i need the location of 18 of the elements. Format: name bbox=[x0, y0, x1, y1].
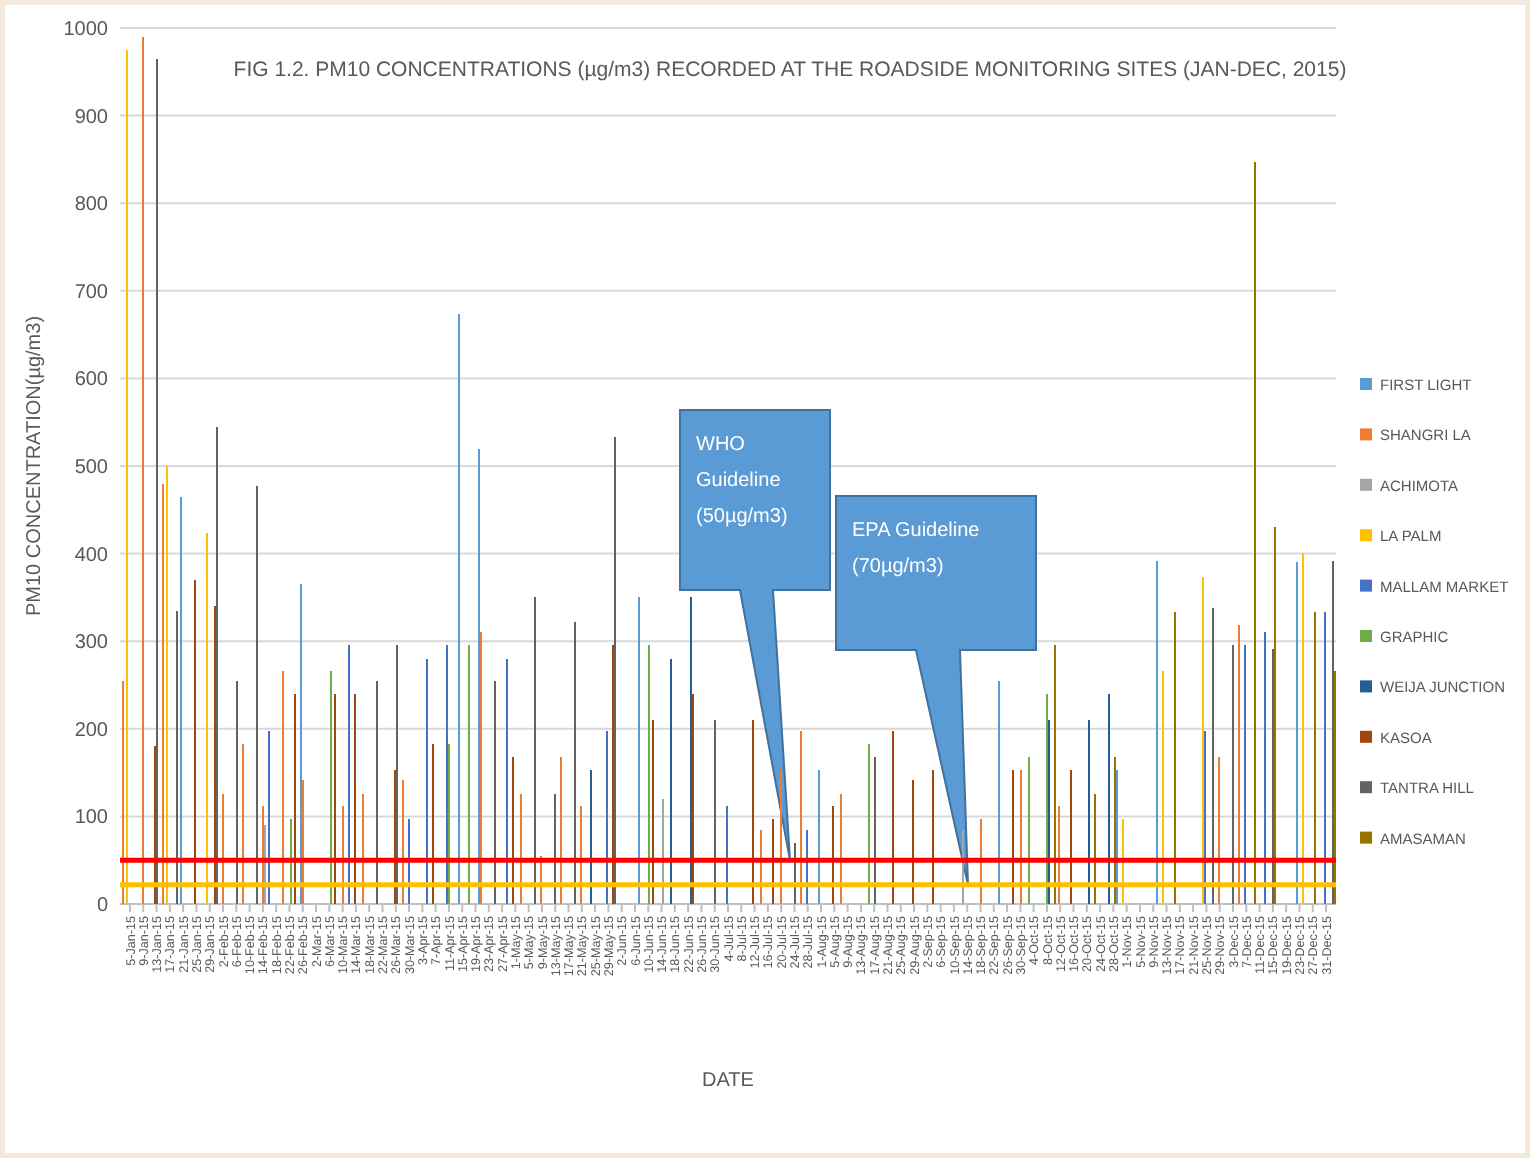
text: FIG 1.2. PM10 CONCENTRATIONS (µg/m3) RECORDED AT THE ROADSIDE MONITORING SITES (JAN-DEC, 2015) bbox=[233, 58, 1347, 82]
y-tick-label: 900 bbox=[74, 106, 109, 129]
y-tick-label: 200 bbox=[74, 719, 109, 742]
callout-box: EPA Guideline (70µg/m3) bbox=[835, 495, 1037, 886]
x-axis-title: DATE bbox=[702, 1070, 755, 1092]
y-axis-title: PM10 CONCENTRATION(µg/m3) bbox=[24, 315, 46, 617]
y-tick-label: 800 bbox=[74, 194, 109, 217]
annotation: EPA Guideline (70µg/m3) bbox=[852, 520, 981, 578]
y-tick-label: 300 bbox=[74, 632, 109, 655]
annotation: WHO Guideline (50µg/m3) bbox=[696, 434, 788, 528]
y-tick-label: 400 bbox=[74, 544, 109, 567]
y-tick-label: 0 bbox=[96, 895, 109, 917]
y-tick-label: 700 bbox=[74, 281, 109, 304]
y-tick-label: 600 bbox=[74, 369, 109, 392]
callout-box: WHO Guideline (50µg/m3) bbox=[679, 409, 831, 862]
y-tick-label: 1000 bbox=[63, 19, 109, 41]
y-tick-label: 100 bbox=[74, 807, 109, 830]
y-tick-label: 500 bbox=[74, 457, 109, 479]
